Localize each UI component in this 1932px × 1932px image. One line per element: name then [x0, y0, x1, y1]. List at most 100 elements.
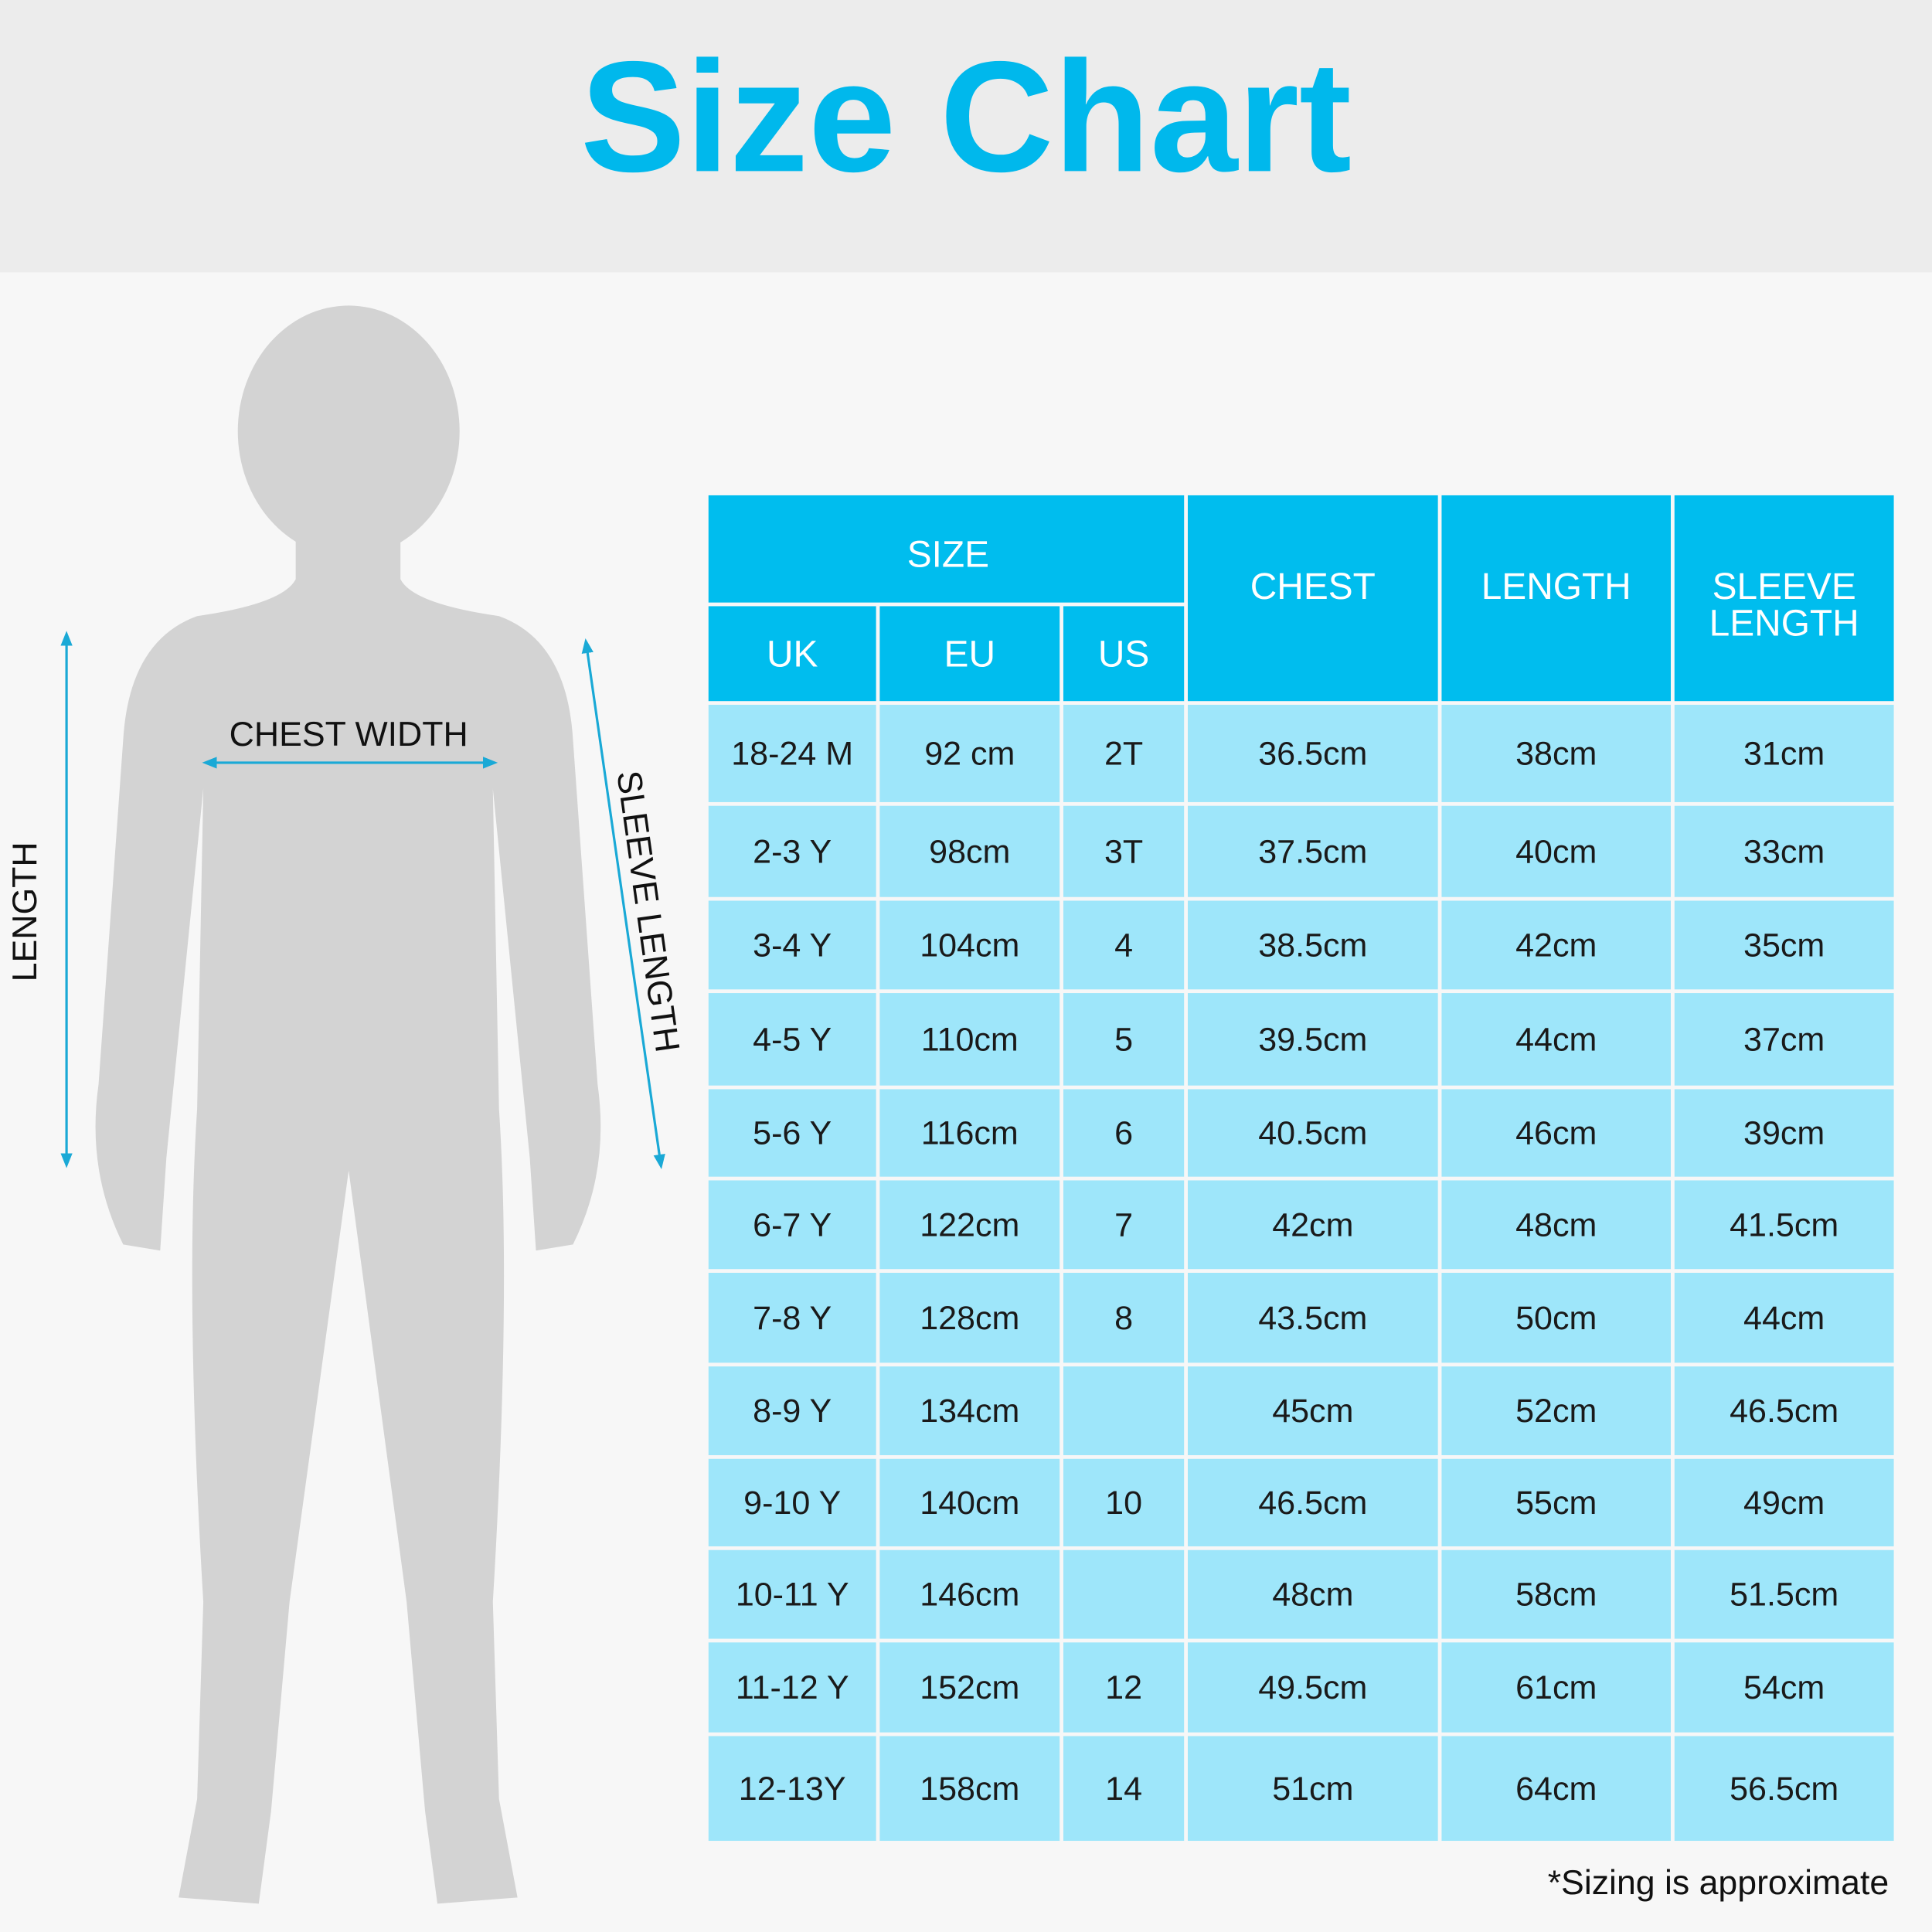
table-cell: 39.5cm	[1258, 1021, 1367, 1058]
table-cell: 46.5cm	[1258, 1485, 1367, 1522]
cell	[1441, 1549, 1671, 1639]
table-cell: 8-9 Y	[753, 1393, 832, 1430]
cell	[708, 1458, 876, 1546]
cell	[1187, 900, 1438, 990]
cell	[1441, 704, 1671, 802]
table-cell: 6	[1114, 1115, 1133, 1152]
cell	[879, 1366, 1060, 1455]
table-cell: 37cm	[1743, 1021, 1825, 1058]
cell	[879, 1549, 1060, 1639]
table-cell: 98cm	[929, 833, 1010, 870]
cell	[1187, 993, 1438, 1086]
cell	[879, 993, 1060, 1086]
cell	[1187, 1273, 1438, 1363]
cell	[1441, 495, 1671, 702]
table-cell: 39cm	[1743, 1115, 1825, 1152]
table-cell: 46cm	[1515, 1115, 1597, 1152]
cell	[1441, 993, 1671, 1086]
table-cell: 31cm	[1743, 736, 1825, 773]
cell	[1674, 1458, 1894, 1546]
table-cell: 49cm	[1743, 1485, 1825, 1522]
cell	[1441, 1642, 1671, 1733]
cell	[879, 704, 1060, 802]
table-cell: 44cm	[1515, 1021, 1597, 1058]
cell	[1441, 1366, 1671, 1455]
cell	[1441, 1273, 1671, 1363]
table-cell: 35cm	[1743, 927, 1825, 964]
table-cell: 33cm	[1743, 833, 1825, 870]
header-cell: LENGTH	[1709, 604, 1859, 645]
cell	[1187, 805, 1438, 897]
cell	[1441, 805, 1671, 897]
table-cell: 45cm	[1272, 1393, 1353, 1430]
cell	[708, 1549, 876, 1639]
table-cell: 50cm	[1515, 1300, 1597, 1337]
table-cell: 9-10 Y	[743, 1485, 841, 1522]
cell	[1063, 1089, 1185, 1177]
table-cell: 40cm	[1515, 833, 1597, 870]
length-label: LENGTH	[6, 842, 44, 981]
table-cell: 49.5cm	[1258, 1669, 1367, 1706]
table-cell: 10-11 Y	[736, 1577, 849, 1614]
footnote: *Sizing is approximate	[1548, 1864, 1889, 1902]
cell	[1063, 900, 1185, 990]
cell	[1063, 993, 1185, 1086]
table-cell: 128cm	[920, 1300, 1019, 1337]
table-cell: 58cm	[1515, 1577, 1597, 1614]
cell	[1674, 1642, 1894, 1733]
cell	[708, 805, 876, 897]
table-cell: 52cm	[1515, 1393, 1597, 1430]
header-cell: EU	[944, 634, 995, 675]
cell	[1187, 1089, 1438, 1177]
cell	[1063, 1549, 1185, 1639]
table-cell: 158cm	[920, 1770, 1019, 1808]
cell	[708, 1642, 876, 1733]
table-cell: 12-13Y	[739, 1770, 846, 1808]
table-cell: 54cm	[1743, 1669, 1825, 1706]
table-cell: 61cm	[1515, 1669, 1597, 1706]
table-cell: 146cm	[920, 1577, 1019, 1614]
chest-label: CHEST WIDTH	[230, 716, 468, 753]
cell	[1674, 1366, 1894, 1455]
cell	[708, 704, 876, 802]
table-cell: 38cm	[1515, 736, 1597, 773]
header-band	[0, 0, 1932, 273]
cell	[1674, 993, 1894, 1086]
table-cell: 4	[1114, 927, 1133, 964]
cell	[1674, 495, 1894, 702]
cell	[1187, 1736, 1438, 1842]
table-cell: 11-12 Y	[736, 1669, 849, 1706]
table-cell: 36.5cm	[1258, 736, 1367, 773]
cell	[879, 1458, 1060, 1546]
cell	[708, 1736, 876, 1842]
table-cell: 41.5cm	[1730, 1206, 1838, 1243]
table-cell: 92 cm	[924, 736, 1015, 773]
table-cell: 7-8 Y	[753, 1300, 832, 1337]
table-cell: 2T	[1104, 736, 1143, 773]
cell	[879, 606, 1060, 702]
header-cell: UK	[767, 634, 818, 675]
table-cell: 4-5 Y	[753, 1021, 832, 1058]
cell	[708, 1366, 876, 1455]
table-cell: 6-7 Y	[753, 1206, 832, 1243]
table-cell: 14	[1105, 1770, 1142, 1808]
cell	[1674, 1736, 1894, 1842]
cell	[1674, 1549, 1894, 1639]
table-cell: 104cm	[920, 927, 1019, 964]
silhouette	[95, 305, 601, 1904]
table-cell: 10	[1105, 1485, 1142, 1522]
cell	[1063, 1273, 1185, 1363]
header-cell: SLEEVE	[1713, 566, 1856, 607]
cell	[1187, 1366, 1438, 1455]
cell	[879, 1273, 1060, 1363]
cell	[1063, 606, 1185, 702]
cell	[1063, 704, 1185, 802]
table-cell: 7	[1114, 1206, 1133, 1243]
table-cell: 122cm	[920, 1206, 1019, 1243]
cell	[1187, 1549, 1438, 1639]
table-cell: 43.5cm	[1258, 1300, 1367, 1337]
table-cell: 134cm	[920, 1393, 1019, 1430]
table-cell: 42cm	[1515, 927, 1597, 964]
header-cell: SIZE	[907, 534, 989, 575]
